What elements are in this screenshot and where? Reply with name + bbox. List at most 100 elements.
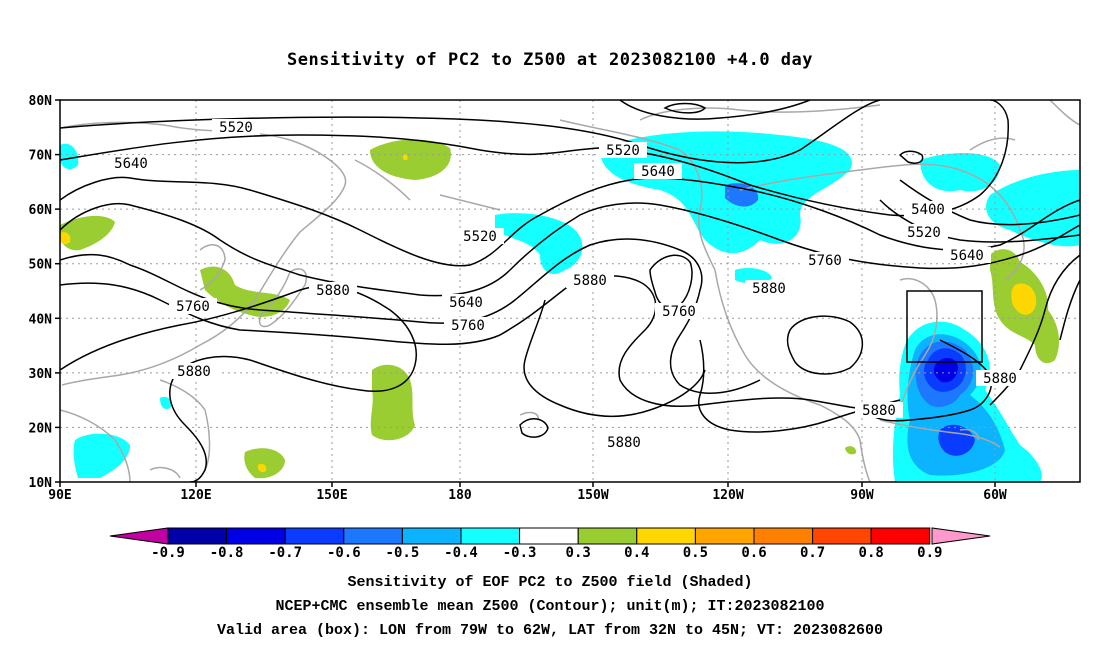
lon-label: 120W (712, 488, 743, 503)
colorbar: -0.9 -0.8 -0.7 -0.6 -0.5 -0.4 -0.3 0.3 0.4 0.5 0.6… (109, 527, 991, 561)
shade-negative (60, 143, 79, 170)
colorbar-label: -0.5 (386, 545, 420, 561)
shade-negative (735, 267, 772, 284)
contour-label: 5640 (634, 163, 682, 180)
colorbar-label: 0.9 (917, 545, 942, 561)
shade-positive (370, 364, 415, 441)
contour-label: 5400 (904, 201, 952, 218)
axis-ticks (55, 99, 996, 487)
shade-positive (845, 446, 857, 455)
svg-text:5760: 5760 (451, 318, 485, 334)
valid-area-box (906, 290, 983, 363)
lat-label: 60N (29, 203, 53, 218)
shade-positive (402, 154, 408, 161)
colorbar-swatch (812, 527, 872, 545)
svg-text:5520: 5520 (907, 225, 941, 241)
lat-label: 30N (29, 367, 53, 382)
coastlines (60, 100, 1080, 482)
colorbar-swatch (460, 527, 521, 545)
shade-negative (725, 183, 759, 207)
colorbar-swatch (870, 527, 931, 545)
svg-text:5880: 5880 (983, 371, 1017, 387)
colorbar-low-arrow (109, 527, 169, 545)
contour-label: 5880 (745, 280, 793, 297)
colorbar-swatch (343, 527, 403, 545)
caption-line-3: Valid area (box): LON from 79W to 62W, L… (216, 622, 884, 639)
shade-negative (933, 357, 958, 383)
colorbar-swatch (226, 527, 286, 545)
contour-label: 5760 (655, 303, 703, 320)
colorbar-label: -0.8 (210, 545, 244, 561)
contour-label: 5520 (599, 142, 647, 159)
svg-text:5520: 5520 (463, 229, 497, 245)
colorbar-label: 0.8 (859, 545, 884, 561)
svg-text:5880: 5880 (573, 273, 607, 289)
contour-label: 5880 (170, 363, 218, 380)
shade-positive (60, 215, 115, 251)
svg-text:5520: 5520 (219, 120, 253, 136)
contour-label: 5880 (976, 370, 1024, 387)
lat-label: 20N (29, 421, 53, 436)
contour-label: 5880 (309, 282, 357, 299)
colorbar-label: 0.3 (566, 545, 591, 561)
svg-text:5640: 5640 (114, 156, 148, 172)
lon-label: 90W (850, 488, 874, 503)
colorbar-swatch (167, 527, 228, 545)
shade-positive (257, 463, 267, 473)
map-grid (60, 100, 1080, 482)
colorbar-label: -0.7 (268, 545, 302, 561)
lat-label: 10N (29, 476, 53, 491)
colorbar-swatch (636, 527, 696, 545)
shade-positive (60, 232, 71, 245)
colorbar-label: -0.9 (151, 545, 185, 561)
svg-text:5520: 5520 (606, 143, 640, 159)
shade-positive (244, 448, 285, 479)
contour-labels: 5520 5640 5520 5640 5520 5400 5520 5640 … (107, 119, 1024, 451)
colorbar-swatch (401, 527, 462, 545)
contour-label: 5640 (943, 247, 991, 264)
longitude-axis: 90E 120E 150E 180 150W 120W 90W 60W (48, 488, 1007, 503)
plot-frame (59, 99, 1081, 483)
svg-text:5640: 5640 (950, 248, 984, 264)
svg-text:5400: 5400 (911, 202, 945, 218)
svg-text:5760: 5760 (808, 253, 842, 269)
shade-negative (920, 153, 1000, 192)
svg-text:5640: 5640 (641, 164, 675, 180)
map-title: Sensitivity of PC2 to Z500 at 2023082100… (286, 50, 813, 70)
contour-label: 5520 (900, 224, 948, 241)
svg-text:5880: 5880 (607, 435, 641, 451)
colorbar-label: 0.6 (741, 545, 766, 561)
colorbar-label: 0.5 (683, 545, 708, 561)
colorbar-swatch (519, 527, 579, 545)
shade-positive (1011, 283, 1037, 315)
contour-label: 5760 (801, 252, 849, 269)
colorbar-label: 0.7 (800, 545, 825, 561)
colorbar-swatch (753, 527, 814, 545)
colorbar-label: -0.4 (444, 545, 478, 561)
lon-label: 90E (48, 488, 71, 503)
colorbar-label: -0.3 (503, 545, 537, 561)
svg-text:5640: 5640 (449, 295, 483, 311)
contour-label: 5520 (212, 119, 260, 136)
svg-text:5760: 5760 (176, 299, 210, 315)
colorbar-high-arrow (931, 527, 991, 545)
shade-positive (200, 266, 290, 317)
lon-label: 60W (983, 488, 1007, 503)
caption-line-2: NCEP+CMC ensemble mean Z500 (Contour); u… (275, 598, 825, 615)
colorbar-swatch (577, 527, 638, 545)
caption-line-1: Sensitivity of EOF PC2 to Z500 field (Sh… (347, 574, 753, 591)
lon-label: 150E (316, 488, 347, 503)
contour-label: 5640 (107, 155, 155, 172)
svg-text:5880: 5880 (862, 403, 896, 419)
lon-label: 120E (180, 488, 211, 503)
contour-label: 5880 (600, 434, 648, 451)
shade-negative (986, 170, 1080, 247)
lat-label: 80N (29, 94, 53, 109)
lat-label: 40N (29, 312, 53, 327)
contour-label: 5880 (566, 272, 614, 289)
contour-label: 5760 (444, 317, 492, 334)
shade-negative (73, 433, 130, 478)
svg-text:5880: 5880 (177, 364, 211, 380)
colorbar-swatch (284, 527, 345, 545)
